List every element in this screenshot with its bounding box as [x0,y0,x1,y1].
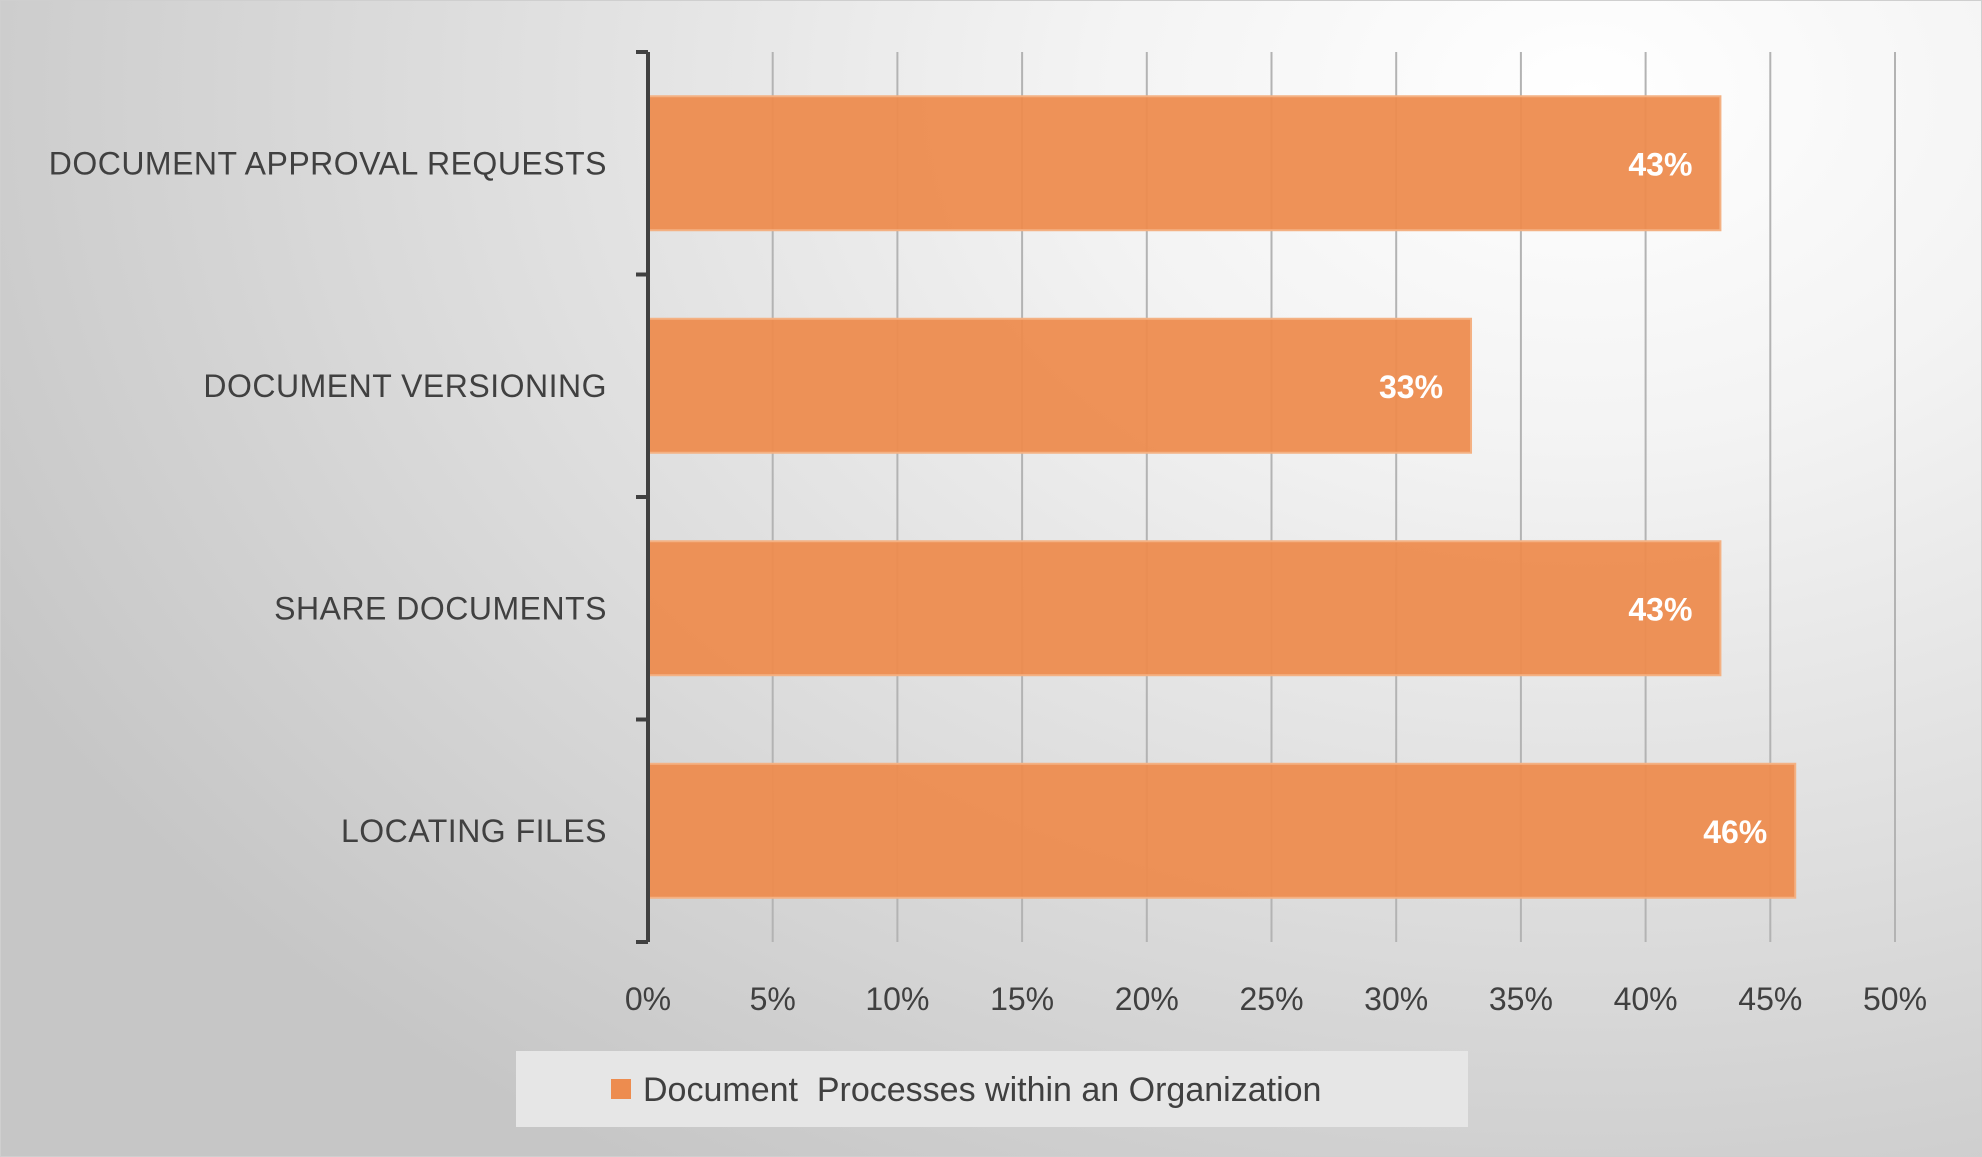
data-label: 33% [1379,369,1443,405]
legend-label: Document Processes within an Organizatio… [643,1071,1321,1109]
x-tick-label: 10% [865,981,929,1017]
x-tick-label: 15% [990,981,1054,1017]
legend-box [516,1051,1468,1127]
bar[interactable] [647,317,1473,454]
bar[interactable] [647,95,1722,232]
x-tick-label: 25% [1239,981,1303,1017]
x-tick-label: 0% [625,981,671,1017]
legend-swatch [611,1079,631,1099]
category-label: SHARE DOCUMENTS [274,590,607,626]
x-tick-label: 30% [1364,981,1428,1017]
bar[interactable] [647,540,1722,677]
x-tick-label: 40% [1614,981,1678,1017]
category-label: DOCUMENT APPROVAL REQUESTS [49,145,607,181]
x-tick-label: 35% [1489,981,1553,1017]
x-tick-label: 45% [1738,981,1802,1017]
x-tick-label: 5% [750,981,796,1017]
category-label: DOCUMENT VERSIONING [203,368,607,404]
data-label: 46% [1703,814,1767,850]
data-label: 43% [1628,591,1692,627]
x-tick-label: 20% [1115,981,1179,1017]
x-tick-label: 50% [1863,981,1927,1017]
category-label: LOCATING FILES [341,813,607,849]
bar[interactable] [647,762,1797,899]
data-label: 43% [1628,146,1692,182]
